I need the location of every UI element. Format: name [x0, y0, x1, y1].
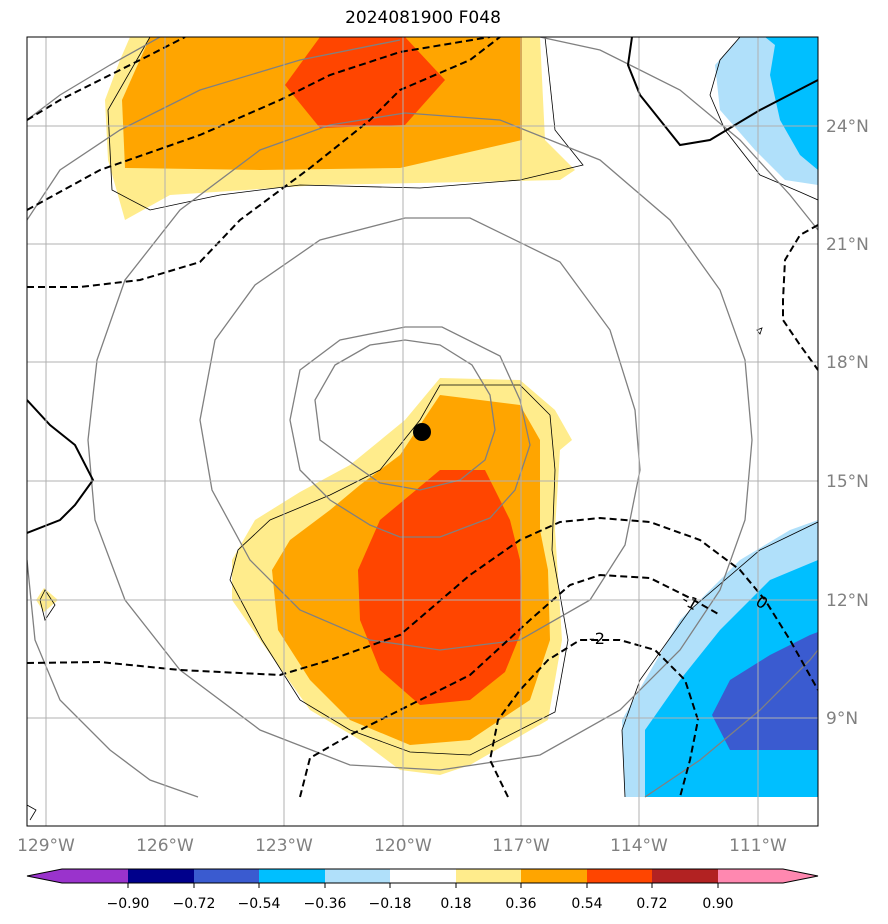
- lat-label: 18°N: [826, 353, 869, 373]
- colorbar-swatch: [390, 869, 456, 883]
- colorbar-tick-label: −0.72: [173, 896, 216, 912]
- colorbar-tick-label: −0.54: [238, 896, 281, 912]
- negative-anomaly-northeast: [715, 37, 818, 185]
- lat-label: 12°N: [826, 591, 869, 611]
- positive-anomaly-central: [232, 378, 572, 775]
- dashed-isolines: [27, 37, 818, 798]
- colorbar-swatch: [62, 869, 128, 883]
- contour-label-minus-two: -2: [589, 629, 605, 648]
- colorbar: −0.90 −0.72 −0.54 −0.36 −0.18 0.18 0.36 …: [26, 868, 819, 912]
- colorbar-tick-label: −0.90: [107, 896, 150, 912]
- colorbar-tick-label: −0.36: [304, 896, 347, 912]
- lon-label: 120°W: [374, 836, 432, 856]
- colorbar-tick-label: 0.90: [702, 896, 733, 912]
- colorbar-tick-label: −0.18: [369, 896, 412, 912]
- lon-label: 111°W: [729, 836, 787, 856]
- colorbar-tick-label: 0.54: [571, 896, 602, 912]
- latitude-labels: 24°N 21°N 18°N 15°N 12°N 9°N: [826, 117, 869, 729]
- colorbar-swatch: [194, 869, 259, 883]
- colorbar-tick-label: 0.36: [505, 896, 536, 912]
- colorbar-min-extend: [27, 869, 62, 883]
- colorbar-swatch: [128, 869, 194, 883]
- colorbar-swatch: [521, 869, 587, 883]
- longitude-labels: 129°W 126°W 123°W 120°W 117°W 114°W 111°…: [17, 836, 787, 856]
- negative-anomaly-southeast: [622, 520, 818, 797]
- thin-outline-contours: [27, 37, 818, 821]
- map-grid: [27, 37, 818, 826]
- solid-isolines: [27, 37, 818, 534]
- colorbar-swatch: [259, 869, 325, 883]
- colorbar-tick-label: 0.72: [636, 896, 667, 912]
- lon-label: 123°W: [255, 836, 313, 856]
- colorbar-max-extend: [783, 869, 818, 883]
- map-frame: [26, 36, 819, 827]
- concentric-contours: [27, 37, 818, 798]
- colorbar-frame: [26, 868, 819, 884]
- lon-label: 126°W: [136, 836, 194, 856]
- colorbar-tick-label: 0.18: [440, 896, 471, 912]
- colorbar-swatch: [718, 869, 783, 883]
- colorbar-swatch: [587, 869, 652, 883]
- colorbar-swatch: [456, 869, 521, 883]
- positive-anomaly-north: [105, 37, 575, 220]
- lat-label: 24°N: [826, 117, 869, 137]
- lat-label: 9°N: [826, 709, 858, 729]
- lat-label: 15°N: [826, 472, 869, 492]
- center-marker: [413, 423, 431, 441]
- lon-label: 129°W: [17, 836, 75, 856]
- colorbar-swatch: [325, 869, 390, 883]
- colorbar-swatch: [652, 869, 718, 883]
- map-title: 2024081900 F048: [345, 8, 501, 28]
- lat-label: 21°N: [826, 235, 869, 255]
- lon-label: 117°W: [492, 836, 550, 856]
- map-plot: 0 -1 -2: [27, 37, 818, 826]
- lon-label: 114°W: [610, 836, 668, 856]
